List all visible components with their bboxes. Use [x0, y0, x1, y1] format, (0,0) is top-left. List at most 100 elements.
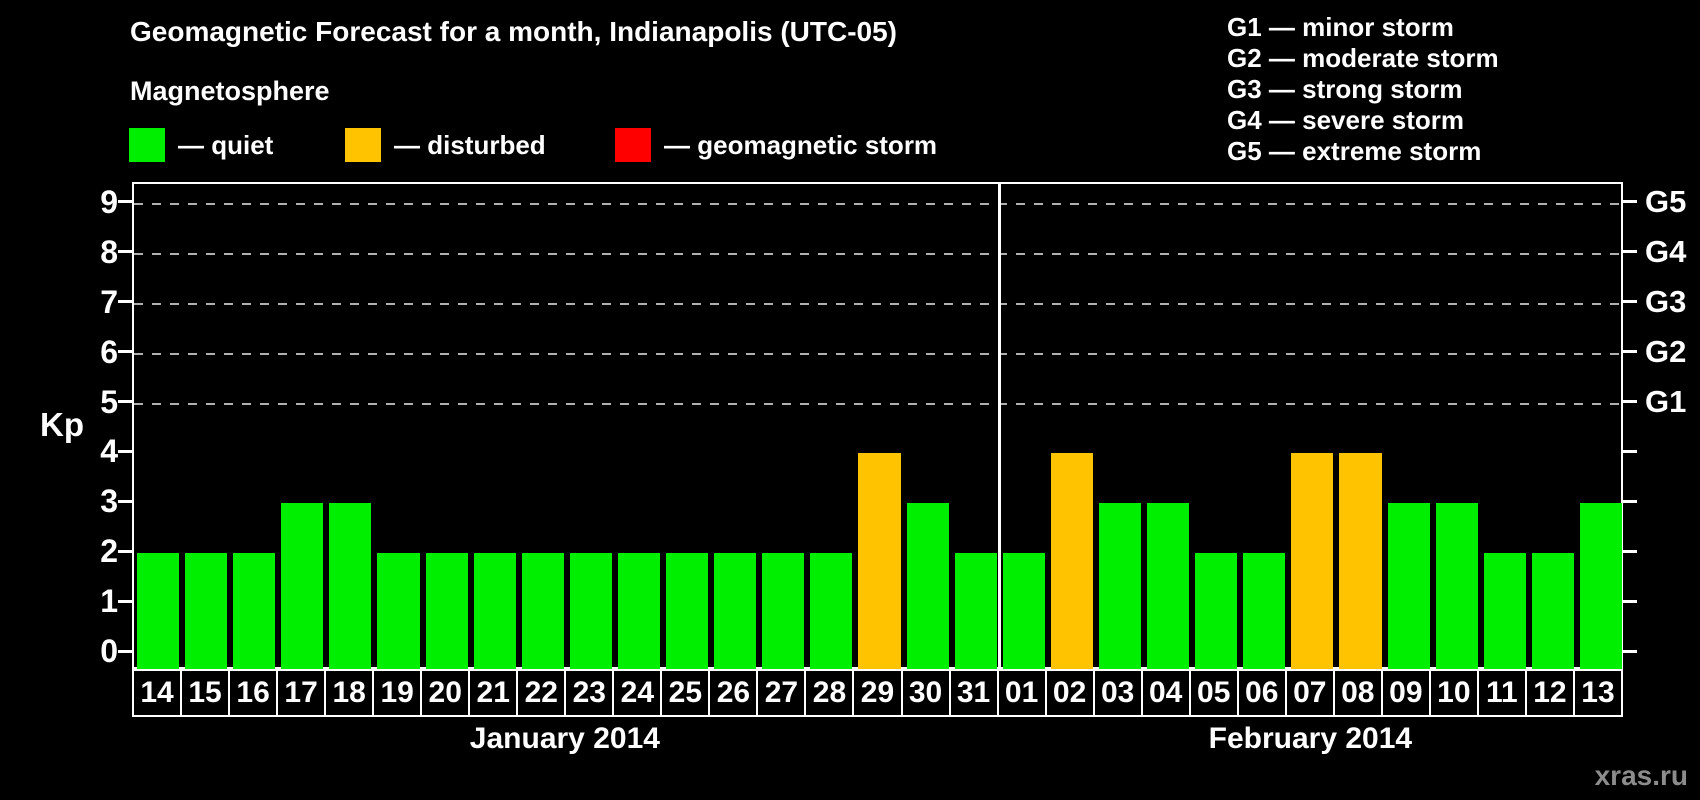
day-cell: 02 — [1047, 671, 1095, 715]
kp-bar — [137, 553, 180, 671]
kp-bar — [666, 553, 709, 671]
g-scale-item: G4 — severe storm — [1227, 105, 1465, 135]
day-cell: 06 — [1239, 671, 1287, 715]
g-scale-item: G2 — moderate storm — [1227, 43, 1499, 73]
g-axis-tick — [1623, 250, 1637, 254]
g-axis-label: G1 — [1645, 383, 1687, 419]
day-cell: 05 — [1191, 671, 1239, 715]
y-axis-tick — [118, 449, 132, 453]
legend-label: — geomagnetic storm — [664, 129, 938, 160]
kp-bar — [810, 553, 853, 671]
g-axis-label: G5 — [1645, 183, 1687, 219]
g-scale-legend: G1 — minor storm G2 — moderate storm G3 — … — [1227, 12, 1499, 167]
day-cell: 29 — [854, 671, 903, 715]
day-cell: 21 — [470, 671, 519, 715]
y-tick-label: 4 — [100, 433, 118, 470]
kp-bar — [1002, 553, 1045, 671]
day-cell: 27 — [758, 671, 807, 715]
kp-bar — [1339, 453, 1382, 671]
legend-item: — quiet — [129, 127, 273, 163]
day-cell: 11 — [1479, 671, 1527, 715]
day-cell: 03 — [1095, 671, 1143, 715]
legend-item: — geomagnetic storm — [615, 127, 937, 163]
day-cell: 17 — [278, 671, 327, 715]
y-axis-tick — [118, 649, 132, 653]
kp-bar — [858, 453, 901, 671]
quiet-swatch — [129, 128, 165, 162]
gridline — [134, 202, 1621, 205]
kp-bar — [617, 553, 661, 671]
kp-bar — [281, 503, 324, 671]
y-tick-label: 2 — [100, 533, 118, 570]
day-cell: 01 — [999, 671, 1047, 715]
day-cell: 19 — [374, 671, 423, 715]
kp-bar — [569, 553, 612, 671]
g-axis-label: G2 — [1645, 333, 1687, 369]
g-axis-tick — [1623, 549, 1637, 553]
g-axis-tick — [1623, 350, 1637, 354]
kp-bar — [762, 553, 805, 671]
month-label: February 2014 — [1208, 722, 1413, 755]
watermark: xras.ru — [1594, 760, 1688, 791]
day-cell: 14 — [134, 671, 183, 715]
day-cell: 09 — [1383, 671, 1431, 715]
day-cell: 07 — [1287, 671, 1335, 715]
kp-bar — [1579, 503, 1622, 671]
day-cell: 20 — [422, 671, 471, 715]
month-label: January 2014 — [469, 722, 660, 755]
y-tick-label: 7 — [100, 283, 118, 320]
y-tick-label: 1 — [100, 583, 118, 620]
month-separator — [998, 184, 1002, 667]
y-tick-label: 0 — [100, 633, 118, 669]
day-cell: 24 — [614, 671, 663, 715]
kp-bar — [185, 553, 228, 671]
kp-bar — [1098, 503, 1142, 671]
legend-item: — disturbed — [345, 127, 546, 163]
y-axis-tick — [118, 400, 132, 403]
kp-bar — [714, 553, 757, 671]
chart-title: Geomagnetic Forecast for a month, Indian… — [130, 16, 897, 47]
day-cell: 04 — [1143, 671, 1191, 715]
kp-bar — [1050, 453, 1093, 671]
g-axis-tick — [1623, 649, 1637, 653]
day-cell: 25 — [662, 671, 711, 715]
g-axis-label: G3 — [1645, 283, 1687, 319]
day-cell: 26 — [710, 671, 759, 715]
y-axis-tick — [118, 200, 132, 204]
day-cell: 10 — [1431, 671, 1479, 715]
g-axis-tick — [1623, 300, 1637, 304]
day-cell: 31 — [951, 671, 999, 715]
storm-swatch — [615, 128, 651, 162]
kp-bar — [906, 503, 949, 671]
legend-label: — disturbed — [394, 129, 546, 160]
kp-bar — [1531, 553, 1574, 671]
day-cell: 16 — [230, 671, 279, 715]
day-cell: 08 — [1335, 671, 1383, 715]
legend-label: — quiet — [178, 129, 274, 160]
y-axis-tick — [118, 250, 132, 254]
day-cell: 15 — [182, 671, 231, 715]
kp-bar — [377, 553, 420, 671]
legend-heading: Magnetosphere — [130, 76, 330, 106]
kp-bar — [1435, 503, 1478, 671]
day-cell: 30 — [903, 671, 951, 715]
kp-bar — [233, 553, 276, 671]
gridline — [134, 352, 1621, 355]
disturbed-swatch — [345, 128, 381, 162]
y-axis-tick — [118, 499, 132, 503]
g-axis-tick — [1623, 599, 1637, 603]
y-tick-label: 5 — [100, 383, 118, 420]
y-tick-label: 3 — [100, 483, 118, 520]
kp-bar — [1483, 553, 1526, 671]
g-scale-item: G5 — extreme storm — [1227, 136, 1482, 166]
kp-bar — [1147, 503, 1190, 671]
gridline — [134, 302, 1621, 305]
kp-bar — [1195, 553, 1238, 671]
y-axis-title: Kp — [40, 406, 84, 443]
day-cell: 23 — [566, 671, 615, 715]
day-cell: 12 — [1527, 671, 1575, 715]
kp-bar — [425, 553, 468, 671]
g-axis-tick — [1623, 400, 1637, 403]
kp-bar — [954, 553, 997, 671]
